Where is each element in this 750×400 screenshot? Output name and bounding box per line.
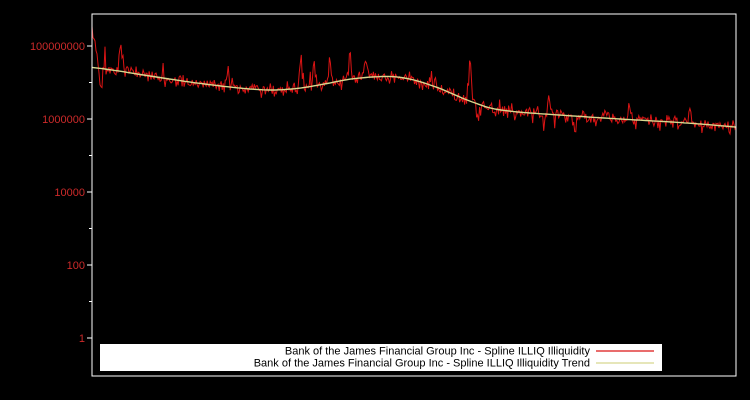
plot-border (91, 13, 737, 377)
y-tick-label: 1 (79, 333, 85, 345)
illiquidity-trend-line (91, 66, 737, 128)
legend-label-illiquidity: Bank of the James Financial Group Inc - … (285, 346, 591, 358)
y-tick-label: 100000000 (30, 41, 85, 53)
legend: Bank of the James Financial Group Inc - … (100, 344, 662, 371)
legend-label-trend: Bank of the James Financial Group Inc - … (254, 358, 590, 370)
legend-box (100, 344, 662, 371)
y-axis-ticks: 1 100 10000 1000000 100000000 (30, 41, 92, 345)
y-tick-label: 1000000 (42, 114, 85, 126)
plot-area (92, 14, 736, 376)
y-tick-label: 100 (67, 260, 85, 272)
y-tick-label: 10000 (54, 187, 85, 199)
